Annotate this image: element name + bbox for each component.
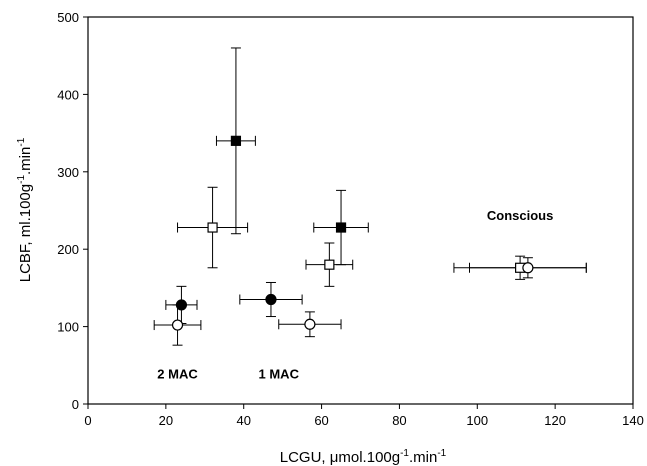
plot-frame [87, 16, 634, 405]
x-axis-ticks: 0 20 40 60 80 100 120 140 [84, 404, 644, 428]
x-axis-title: LCGU, μmol.100g-1.min-1 [280, 448, 447, 466]
x-tick-label: 140 [622, 413, 644, 428]
x-tick-label: 0 [84, 413, 91, 428]
x-tick-label: 120 [544, 413, 566, 428]
annotation-label: Conscious [487, 208, 553, 223]
y-axis-ticks: 0 100 200 300 400 500 [57, 10, 88, 412]
x-tick-label: 20 [159, 413, 173, 428]
data-points [171, 135, 534, 331]
error-bars [153, 47, 587, 346]
data-point-circle [522, 262, 534, 274]
y-tick-label: 400 [57, 87, 79, 102]
y-tick-label: 300 [57, 165, 79, 180]
data-point-square [335, 222, 347, 233]
y-tick-label: 0 [72, 397, 79, 412]
x-tick-label: 40 [236, 413, 250, 428]
y-axis-title: LCBF, ml.100g-1.min-1 [16, 137, 34, 282]
annotation-label: 2 MAC [157, 366, 198, 381]
data-point-circle [304, 318, 316, 330]
data-point-circle [265, 293, 277, 306]
x-tick-label: 60 [314, 413, 328, 428]
y-tick-label: 100 [57, 320, 79, 335]
annotation-label: 1 MAC [259, 366, 300, 381]
y-tick-label: 500 [57, 10, 79, 25]
x-tick-label: 100 [466, 413, 488, 428]
data-point-square [230, 135, 242, 146]
annotations: 2 MAC 1 MAC Conscious [157, 208, 553, 382]
y-tick-label: 200 [57, 242, 79, 257]
data-point-square [207, 222, 218, 233]
plot-axes [87, 16, 634, 405]
data-point-square [324, 259, 335, 270]
x-tick-label: 80 [392, 413, 406, 428]
data-point-circle [175, 299, 188, 311]
data-point-circle [171, 319, 184, 331]
